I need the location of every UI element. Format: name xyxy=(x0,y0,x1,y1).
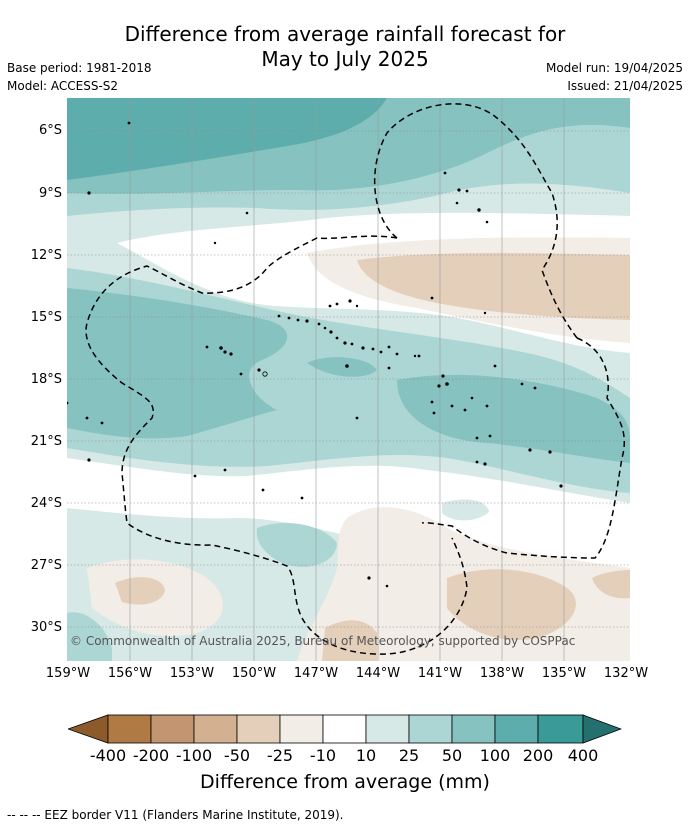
lat-tick: 27°S xyxy=(30,558,62,573)
lon-tick: 159°W xyxy=(45,666,91,681)
colorbar-title: Difference from average (mm) xyxy=(200,771,490,793)
colorbar-swatch xyxy=(494,714,539,744)
islands xyxy=(65,121,563,588)
colorbar-label: -10 xyxy=(309,746,337,765)
eez-border-north xyxy=(373,103,578,339)
lat-tick: 30°S xyxy=(30,620,62,635)
colorbar-label: -100 xyxy=(175,746,213,765)
model-name: Model: ACCESS-S2 xyxy=(7,79,119,93)
colorbar-swatch xyxy=(107,714,152,744)
contour-dry-lower-east-medium xyxy=(447,569,576,640)
title-line-1: Difference from average rainfall forecas… xyxy=(124,22,566,46)
eez-border-central xyxy=(421,337,626,559)
colorbar-swatch xyxy=(236,714,281,744)
colorbar-label: 100 xyxy=(479,746,511,765)
colorbar-label: -50 xyxy=(223,746,251,765)
lon-tick: 147°W xyxy=(293,666,339,681)
map-gridlines xyxy=(67,130,630,628)
lat-tick: 21°S xyxy=(30,434,62,449)
lat-tick: 12°S xyxy=(30,248,62,263)
lon-tick: 156°W xyxy=(107,666,153,681)
lat-tick: 9°S xyxy=(38,186,62,201)
colorbar-label: 200 xyxy=(522,746,554,765)
lat-tick: 6°S xyxy=(38,123,62,138)
contour-dry-lower-west-medium xyxy=(115,577,165,605)
colorbar-swatch xyxy=(279,714,324,744)
lon-tick: 132°W xyxy=(603,666,649,681)
colorbar-swatch xyxy=(451,714,496,744)
map-meridians xyxy=(129,98,565,661)
contour-wet-top-inner xyxy=(67,98,387,180)
title-line-2: May to July 2025 xyxy=(261,47,429,71)
lon-tick: 138°W xyxy=(479,666,525,681)
colorbar-swatch xyxy=(150,714,195,744)
colorbar xyxy=(68,714,622,744)
lat-tick: 15°S xyxy=(30,310,62,325)
colorbar-label: -25 xyxy=(266,746,294,765)
issued-date: Issued: 21/04/2025 xyxy=(567,79,683,93)
lon-tick: 144°W xyxy=(355,666,401,681)
colorbar-swatch xyxy=(365,714,410,744)
lon-tick: 135°W xyxy=(541,666,587,681)
colorbar-label: -400 xyxy=(89,746,127,765)
contour-dry-medium xyxy=(357,252,630,320)
colorbar-high-arrow xyxy=(582,714,622,744)
lon-tick: 141°W xyxy=(417,666,463,681)
eez-border-west xyxy=(85,235,468,655)
colorbar-low-arrow xyxy=(68,714,109,744)
lat-tick: 24°S xyxy=(30,496,62,511)
lat-tick: 18°S xyxy=(30,372,62,387)
contour-wet-mid-inner xyxy=(67,288,288,439)
colorbar-label: 10 xyxy=(355,746,377,765)
model-run: Model run: 19/04/2025 xyxy=(545,61,683,75)
eez-footnote: -- -- -- EEZ border V11 (Flanders Marine… xyxy=(7,808,344,822)
meta-left: Base period: 1981-2018 Model: ACCESS-S2 xyxy=(7,59,152,95)
lon-tick: 150°W xyxy=(231,666,277,681)
colorbar-swatch xyxy=(193,714,238,744)
base-period: Base period: 1981-2018 xyxy=(7,61,152,75)
rainfall-map xyxy=(65,98,630,661)
colorbar-swatch xyxy=(322,714,367,744)
map-svg xyxy=(65,98,630,661)
colorbar-label: 50 xyxy=(441,746,463,765)
contour-wet-small-patch xyxy=(307,357,377,377)
contour-wet-south-east-patch xyxy=(442,499,489,521)
contour-wet-southwest-corner xyxy=(67,612,112,661)
contour-wet-south-patch xyxy=(256,523,337,567)
contour-dry-south-center xyxy=(322,620,377,661)
colorbar-label: 400 xyxy=(567,746,599,765)
lon-tick: 153°W xyxy=(169,666,215,681)
colorbar-swatch xyxy=(537,714,584,744)
copyright-notice: © Commonwealth of Australia 2025, Bureau… xyxy=(70,634,576,648)
contour-dry-east-edge xyxy=(592,570,630,599)
colorbar-label: 25 xyxy=(398,746,420,765)
colorbar-label: -200 xyxy=(132,746,170,765)
colorbar-swatch xyxy=(408,714,453,744)
map-title: Difference from average rainfall forecas… xyxy=(0,22,690,72)
meta-right: Model run: 19/04/2025 Issued: 21/04/2025 xyxy=(546,59,683,95)
